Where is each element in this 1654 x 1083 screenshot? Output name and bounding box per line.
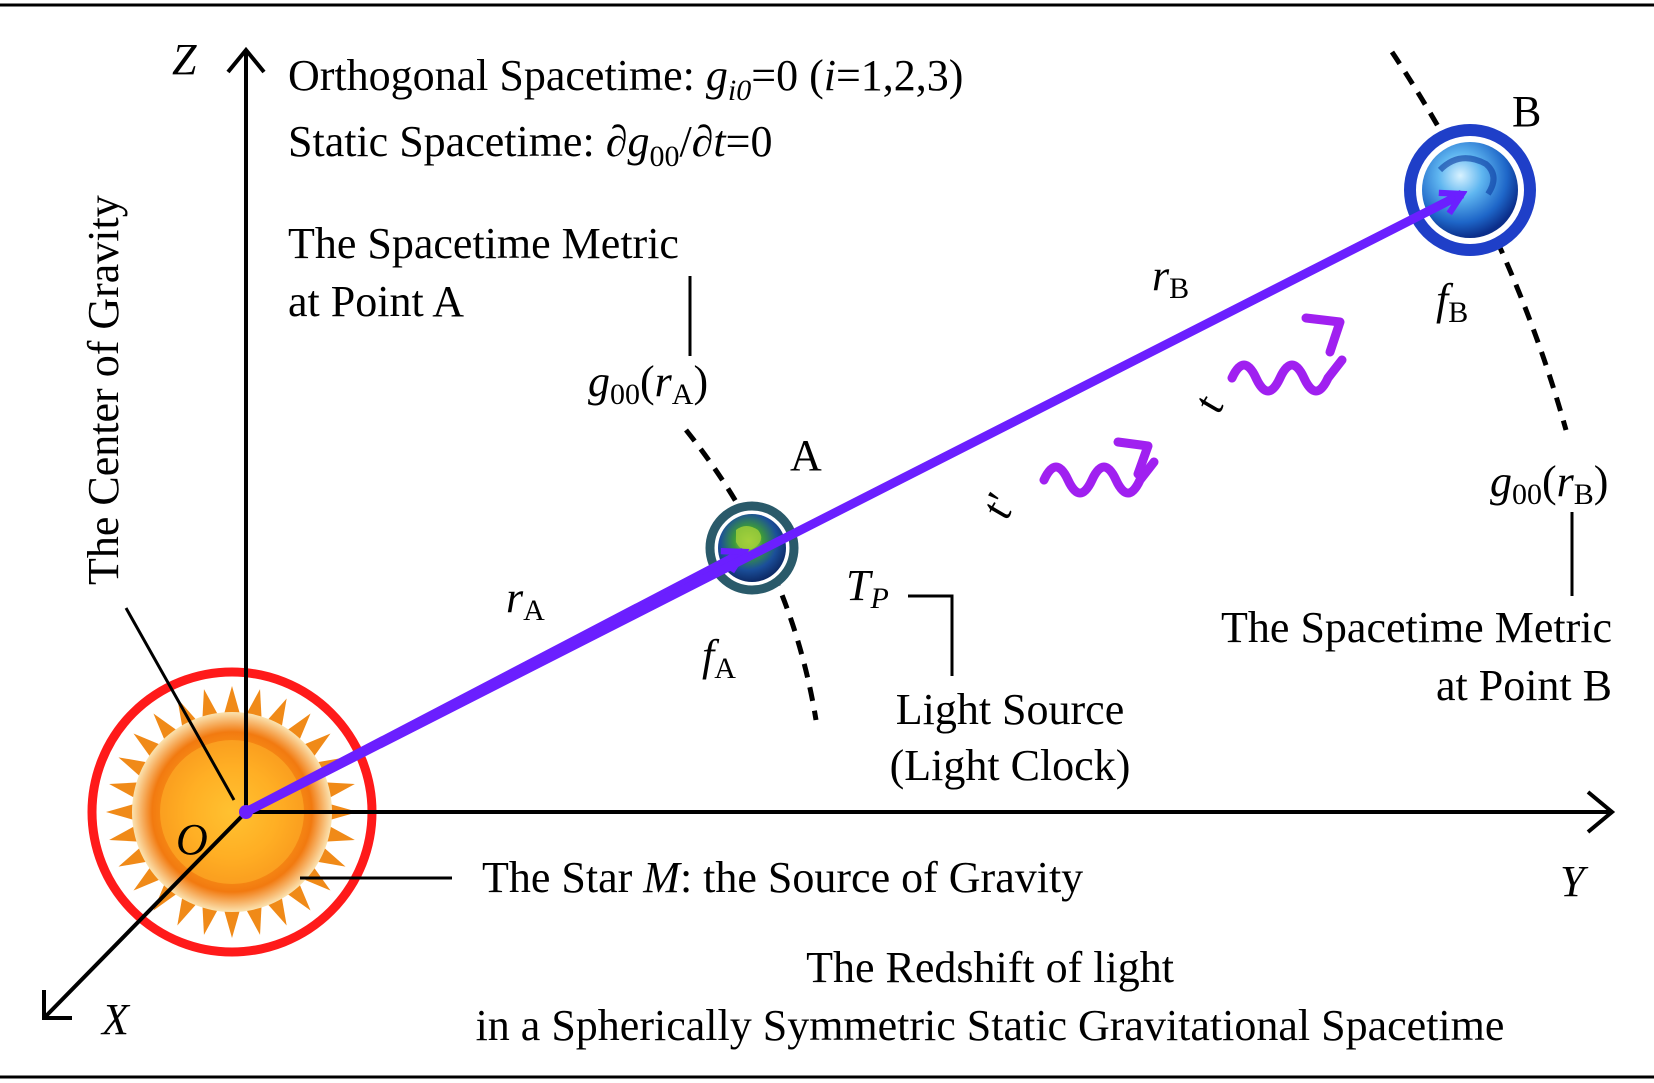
metric-b-line2: at Point B [1436, 661, 1612, 710]
orthogonal-spacetime-text: Orthogonal Spacetime: gi0=0 (i=1,2,3) [288, 51, 963, 107]
z-axis-label: Z [172, 35, 197, 84]
t-label: t [1184, 386, 1233, 421]
photon-wave-received [1227, 313, 1347, 396]
star-label: The Star M: the Source of Gravity [482, 853, 1083, 902]
point-a-label: A [790, 431, 822, 480]
sun-spike [109, 782, 141, 800]
g00-rb-label: g00(rB) [1490, 457, 1608, 511]
sun-spike [244, 903, 262, 935]
t-prime-label: t' [972, 485, 1025, 527]
photon-wave-emitted [1039, 437, 1159, 498]
x-axis-arrowhead [42, 990, 72, 1020]
sun-inner [160, 740, 304, 884]
y-axis-label: Y [1560, 857, 1589, 906]
static-spacetime-text: Static Spacetime: ∂g00/∂t=0 [288, 117, 772, 173]
light-source-line2: (Light Clock) [890, 741, 1131, 790]
caption-line2: in a Spherically Symmetric Static Gravit… [476, 1001, 1505, 1050]
light-source-bracket [908, 594, 954, 676]
sun-spike [323, 782, 355, 800]
z-axis-arrowhead [226, 46, 266, 74]
metric-arc-b [1389, 50, 1569, 431]
x-axis-label: X [100, 995, 131, 1044]
sun-spike [223, 907, 241, 938]
sun-spike [223, 686, 241, 717]
planet-b [1404, 124, 1536, 256]
f-b-label: fB [1436, 275, 1468, 329]
planet-b-swirl [1437, 155, 1497, 196]
origin-label: O [176, 815, 208, 864]
vector-r-b [243, 194, 1462, 817]
sun-spike [323, 824, 355, 842]
sun-spike [106, 803, 137, 821]
light-source-line1: Light Source [896, 685, 1125, 734]
origin-dot [239, 805, 253, 819]
x-axis [44, 810, 248, 1018]
y-axis-arrowhead [1586, 790, 1616, 834]
r-b-label: rB [1152, 251, 1189, 305]
f-a-label: fA [702, 631, 736, 685]
sun-spike [202, 689, 220, 721]
point-b-label: B [1512, 87, 1541, 136]
r-a-label: rA [506, 573, 545, 627]
planet-a-land [736, 526, 762, 550]
metric-a-line1: The Spacetime Metric [288, 219, 679, 268]
axes [42, 46, 1616, 1020]
sun-spike [202, 903, 220, 935]
center-of-gravity-label: The Center of Gravity [79, 195, 128, 585]
planet-a [705, 501, 799, 595]
tp-label: TP [846, 561, 889, 615]
star-m [87, 667, 377, 957]
metric-b-line1: The Spacetime Metric [1221, 603, 1612, 652]
caption-line1: The Redshift of light [806, 943, 1174, 992]
center-of-gravity-leader [124, 607, 236, 801]
sun-spike [244, 689, 262, 721]
leader-lines [124, 276, 1574, 880]
g00-ra-label: g00(rA) [588, 357, 708, 411]
metric-a-line2: at Point A [288, 277, 464, 326]
sun-spike [109, 824, 141, 842]
